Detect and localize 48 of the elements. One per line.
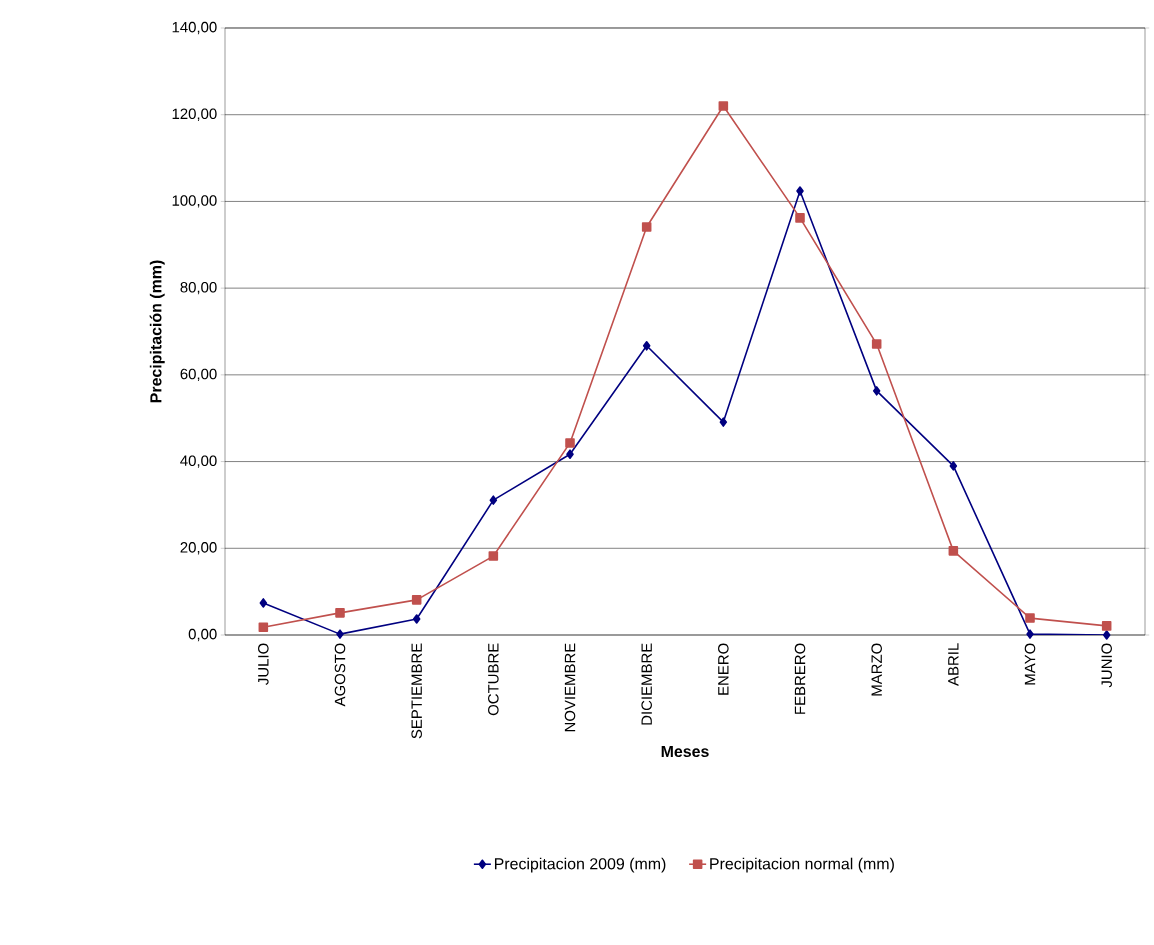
x-tick-label: SEPTIEMBRE [411, 643, 422, 739]
legend-label: Precipitacion 2009 (mm) [494, 857, 666, 873]
x-tick-label: ABRIL [948, 643, 959, 686]
point [565, 438, 575, 448]
point [795, 213, 805, 223]
x-tick-label: ENERO [718, 643, 729, 695]
x-tick-label: MAYO [1024, 643, 1036, 685]
point [718, 101, 729, 111]
point [489, 495, 498, 505]
point [642, 341, 651, 351]
point [412, 614, 421, 624]
point [488, 551, 499, 561]
x-tick-label: JULIO [258, 643, 269, 685]
x-tick-label: FEBRERO [794, 643, 806, 714]
point [872, 386, 881, 396]
x-tick-label: AGOSTO [334, 643, 346, 707]
point [1102, 630, 1111, 640]
y-axis-title: Precipitación (mm) [149, 260, 165, 403]
y-tick-label: 0,00 [188, 628, 217, 642]
y-tick-label: 40,00 [180, 455, 217, 468]
y-tick-label: 140,00 [172, 21, 217, 35]
point [719, 417, 728, 427]
y-tick-label: 80,00 [180, 281, 217, 295]
x-tick-label: OCTUBRE [488, 643, 499, 716]
x-tick-label: JUNIO [1101, 643, 1112, 688]
point [871, 339, 882, 349]
point [948, 546, 959, 556]
y-tick-label: 60,00 [180, 368, 217, 382]
y-tick-label: 100,00 [172, 195, 217, 208]
legend-label: Precipitacion normal (mm) [710, 857, 894, 873]
point [1101, 621, 1112, 631]
point [1026, 629, 1034, 639]
point [796, 186, 804, 196]
point [411, 595, 422, 605]
point [949, 461, 958, 471]
y-tick-label: 20,00 [180, 542, 217, 555]
point [258, 622, 269, 632]
point [335, 608, 345, 618]
point [336, 629, 344, 639]
point [259, 598, 268, 608]
x-axis-title: Meses [661, 745, 709, 758]
x-tick-label: NOVIEMBRE [564, 643, 576, 732]
point [641, 222, 652, 232]
x-tick-label: DICIEMBRE [641, 643, 652, 725]
y-tick-label: 120,00 [172, 108, 217, 121]
point [1025, 613, 1035, 623]
point [566, 449, 574, 459]
x-tick-label: MARZO [871, 643, 882, 696]
